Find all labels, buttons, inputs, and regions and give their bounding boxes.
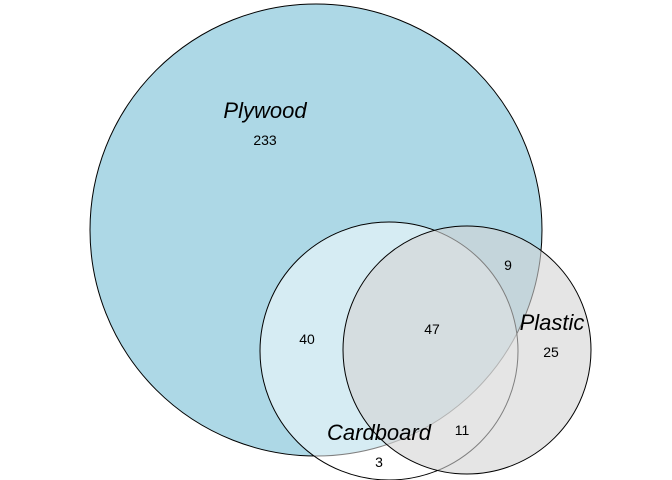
count-all-three: 47 (424, 321, 440, 337)
count-plastic-only: 25 (543, 344, 559, 360)
count-cardboard-only: 3 (375, 454, 383, 470)
count-cardboard-plastic: 11 (455, 422, 470, 438)
plastic-label: Plastic (520, 310, 585, 335)
cardboard-label: Cardboard (327, 420, 432, 445)
plastic-circle (342, 225, 592, 475)
plywood-label: Plywood (223, 98, 307, 123)
count-plywood-plastic: 9 (504, 257, 512, 273)
count-plywood-only: 233 (253, 132, 277, 148)
count-plywood-cardboard: 40 (299, 331, 315, 347)
